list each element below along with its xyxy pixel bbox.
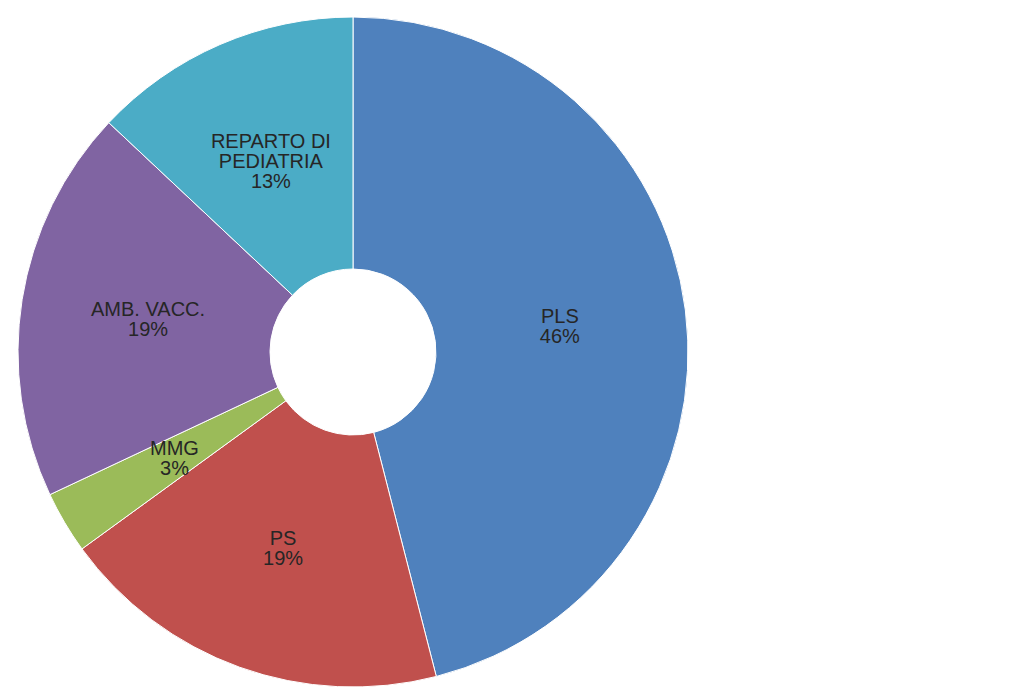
svg-text:REPARTO DIPEDIATRIA13%: REPARTO DIPEDIATRIA13% — [211, 130, 331, 192]
svg-text:AMB. VACC.19%: AMB. VACC.19% — [91, 298, 205, 340]
svg-text:PS19%: PS19% — [263, 527, 303, 569]
svg-text:PLS46%: PLS46% — [540, 305, 580, 347]
svg-text:MMG3%: MMG3% — [150, 437, 199, 479]
